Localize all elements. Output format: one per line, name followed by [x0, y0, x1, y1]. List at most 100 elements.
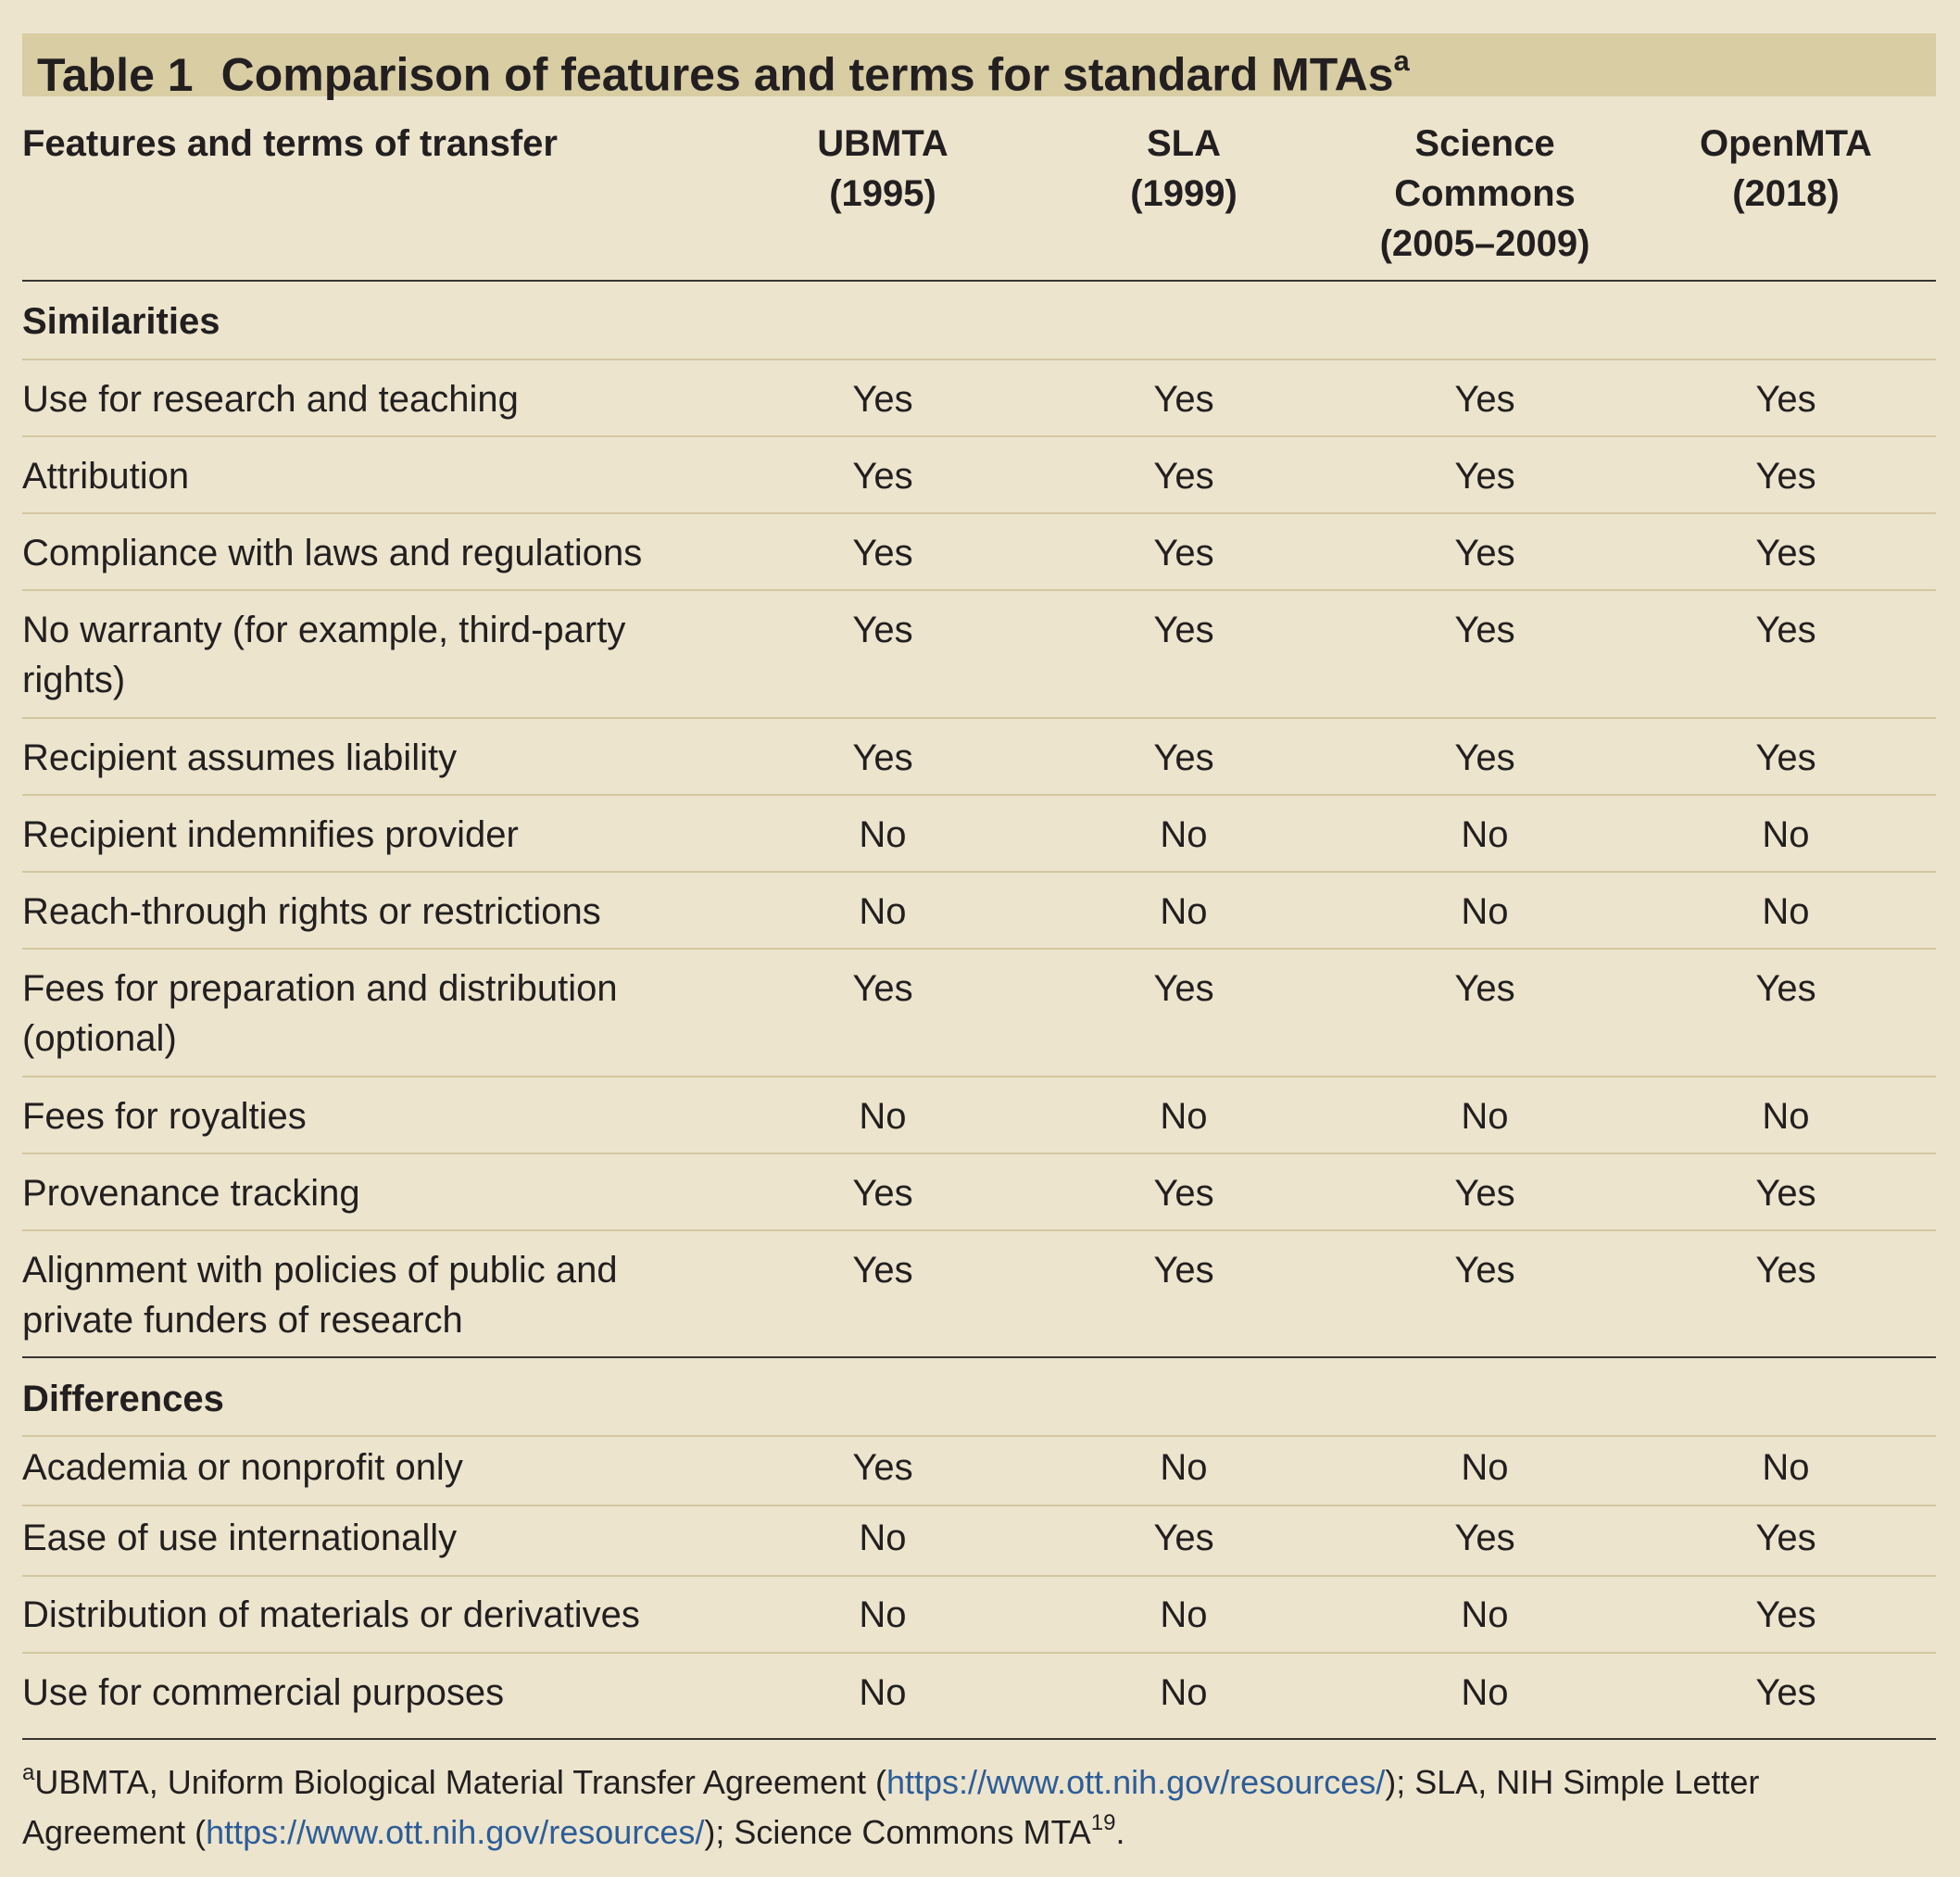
row-feature-label: Academia or nonprofit only: [22, 1442, 463, 1493]
cell-science-commons: Yes: [1454, 737, 1515, 778]
row-feature-label: Fees for preparation and distribution (op…: [22, 964, 618, 1064]
cell-science-commons: Yes: [1454, 1173, 1515, 1214]
cell-sla: No: [1160, 814, 1208, 855]
cell-ubmta: Yes: [852, 968, 913, 1009]
cell-sla: No: [1160, 1096, 1208, 1137]
feature-text-line-1: Alignment with policies of public and: [22, 1250, 618, 1291]
title-band: Table 1 Comparison of features and terms …: [22, 33, 1936, 101]
cell-ubmta: No: [859, 1096, 907, 1137]
row-divider: [22, 512, 1936, 514]
cell-ubmta: Yes: [852, 1250, 913, 1291]
row-divider: [22, 589, 1936, 591]
col-openmta-header: OpenMTA (2018): [1665, 119, 1906, 219]
cell-science-commons: No: [1461, 814, 1509, 855]
col-openmta-year: (2018): [1732, 173, 1840, 214]
footnote-text: UBMTA, Uniform Biological Material Trans…: [34, 1763, 886, 1801]
section-label-differences: Differences: [22, 1379, 224, 1419]
row-feature-label: Compliance with laws and regulations: [22, 528, 642, 578]
cell-openmta: Yes: [1755, 1594, 1816, 1635]
row-divider: [22, 435, 1936, 437]
feature-text-line-1: Reach-through rights or restrictions: [22, 891, 601, 932]
cell-openmta: Yes: [1755, 1173, 1816, 1214]
feature-text-line-1: Use for research and teaching: [22, 379, 519, 420]
cell-science-commons: No: [1461, 1594, 1509, 1635]
cell-science-commons: Yes: [1454, 379, 1515, 420]
col-science-commons-years: (2005–2009): [1379, 223, 1590, 264]
feature-text-line-2: (optional): [22, 1018, 177, 1059]
cell-ubmta: No: [859, 814, 907, 855]
row-feature-label: Recipient indemnifies provider: [22, 810, 519, 860]
cell-ubmta: No: [859, 1672, 907, 1713]
header-rule: [22, 280, 1936, 282]
footnote-link-sla[interactable]: https://www.ott.nih.gov/resources/: [206, 1813, 705, 1851]
cell-sla: No: [1160, 1672, 1208, 1713]
cell-science-commons: No: [1461, 1447, 1509, 1488]
cell-openmta: No: [1762, 1096, 1810, 1137]
feature-text-line-2: private funders of research: [22, 1300, 463, 1341]
feature-text-line-1: Ease of use internationally: [22, 1518, 458, 1558]
cell-sla: Yes: [1153, 737, 1214, 778]
row-divider: [22, 1435, 1936, 1437]
cell-ubmta: No: [859, 1518, 907, 1558]
table-footnote: aUBMTA, Uniform Biological Material Tran…: [22, 1754, 1936, 1854]
cell-ubmta: Yes: [852, 456, 913, 497]
footnote-text: .: [1115, 1813, 1125, 1851]
cell-science-commons: Yes: [1454, 533, 1515, 573]
cell-sla: Yes: [1153, 1173, 1214, 1214]
cell-openmta: Yes: [1755, 610, 1816, 650]
cell-openmta: No: [1762, 814, 1810, 855]
feature-text-line-1: Distribution of materials or derivatives: [22, 1594, 640, 1635]
cell-science-commons: Yes: [1454, 456, 1515, 497]
feature-text-line-2: rights): [22, 660, 126, 700]
cell-openmta: No: [1762, 1447, 1810, 1488]
cell-openmta: No: [1762, 891, 1810, 932]
row-divider: [22, 1153, 1936, 1154]
feature-text-line-1: Attribution: [22, 456, 190, 497]
cell-ubmta: No: [859, 1594, 907, 1635]
cell-openmta: Yes: [1755, 968, 1816, 1009]
row-divider: [22, 1229, 1936, 1231]
col-sla-header: SLA (1999): [1063, 119, 1304, 219]
cell-science-commons: No: [1461, 1672, 1509, 1713]
row-divider: [22, 1575, 1936, 1577]
cell-science-commons: Yes: [1454, 968, 1515, 1009]
table-number: Table 1: [37, 48, 194, 101]
row-feature-label: Reach-through rights or restrictions: [22, 887, 601, 937]
cell-openmta: Yes: [1755, 1672, 1816, 1713]
footnote-link-ubmta[interactable]: https://www.ott.nih.gov/resources/: [886, 1763, 1386, 1801]
cell-ubmta: Yes: [852, 533, 913, 573]
row-divider: [22, 871, 1936, 873]
cell-ubmta: Yes: [852, 737, 913, 778]
feature-text-line-1: Use for commercial purposes: [22, 1672, 505, 1713]
row-divider: [22, 794, 1936, 796]
footnote-reference-number: 19: [1090, 1810, 1116, 1835]
cell-science-commons: No: [1461, 1096, 1509, 1137]
cell-openmta: Yes: [1755, 533, 1816, 573]
cell-openmta: Yes: [1755, 1250, 1816, 1291]
cell-openmta: Yes: [1755, 1518, 1816, 1558]
cell-sla: Yes: [1153, 1518, 1214, 1558]
row-divider: [22, 717, 1936, 719]
col-openmta-name: OpenMTA: [1700, 123, 1872, 164]
row-feature-label: No warranty (for example, third-party rig…: [22, 605, 625, 705]
col-science-commons-name-2: Commons: [1394, 173, 1576, 214]
row-feature-label: Use for commercial purposes: [22, 1668, 504, 1718]
section-label-similarities: Similarities: [22, 301, 220, 342]
col-ubmta-name: UBMTA: [817, 123, 949, 164]
cell-sla: Yes: [1153, 456, 1214, 497]
row-divider: [22, 1076, 1936, 1077]
col-ubmta-year: (1995): [829, 173, 936, 214]
col-science-commons-header: Science Commons (2005–2009): [1364, 119, 1605, 269]
cell-science-commons: Yes: [1454, 1518, 1515, 1558]
row-feature-label: Use for research and teaching: [22, 374, 519, 424]
row-feature-label: Recipient assumes liability: [22, 733, 457, 783]
cell-sla: Yes: [1153, 968, 1214, 1009]
bottom-rule: [22, 1738, 1936, 1740]
cell-science-commons: No: [1461, 891, 1509, 932]
row-divider: [22, 1505, 1936, 1506]
row-feature-label: Distribution of materials or derivatives: [22, 1590, 640, 1640]
col-sla-year: (1999): [1130, 173, 1238, 214]
cell-openmta: Yes: [1755, 737, 1816, 778]
col-ubmta-header: UBMTA (1995): [762, 119, 1003, 219]
